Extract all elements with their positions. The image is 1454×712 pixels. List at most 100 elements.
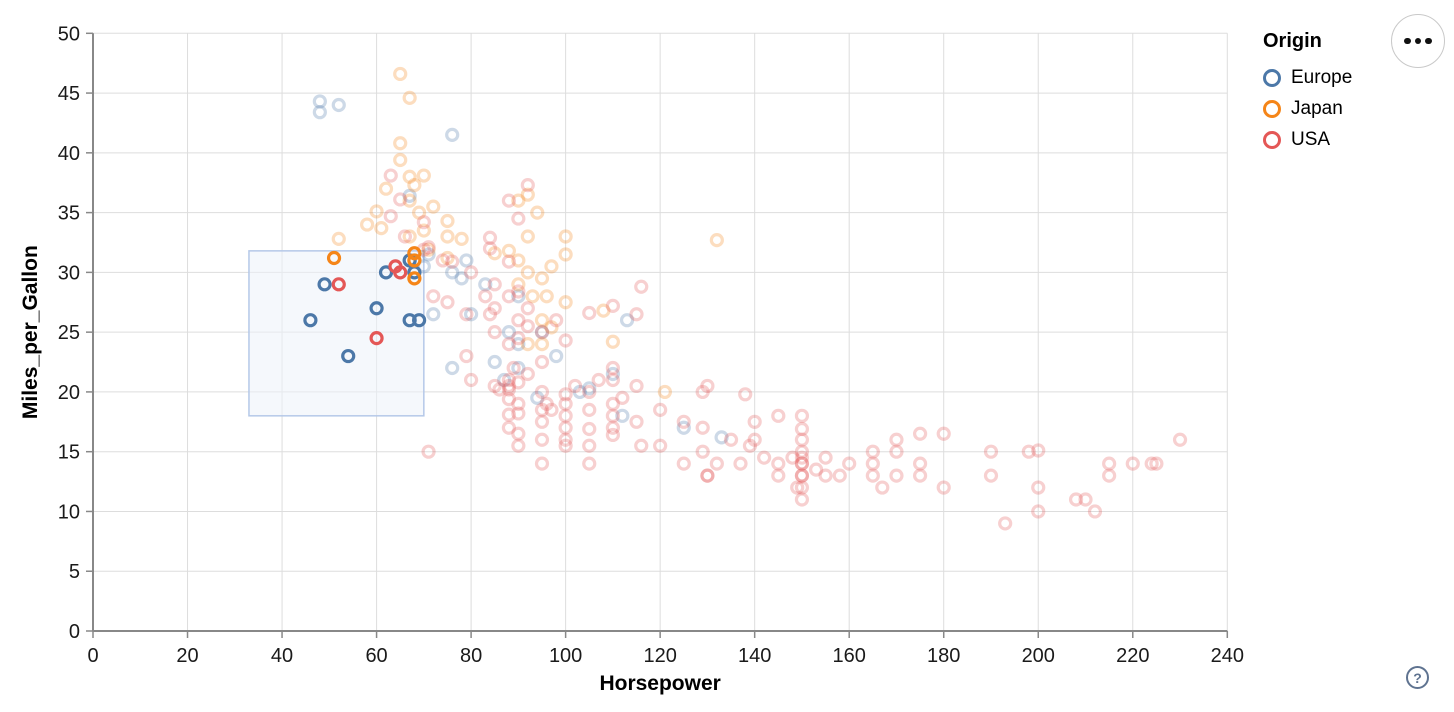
data-point-japan — [520, 337, 535, 352]
data-point-usa — [818, 450, 833, 465]
data-point-europe — [582, 381, 597, 396]
data-point-usa — [889, 432, 904, 447]
data-point-usa — [393, 192, 408, 207]
data-point-usa — [501, 407, 517, 422]
data-point-usa — [421, 444, 436, 459]
data-point-japan — [520, 265, 535, 280]
data-point-usa — [1021, 444, 1036, 459]
data-point-usa — [549, 313, 564, 328]
data-point-usa — [757, 450, 772, 465]
tick-label: 50 — [58, 23, 80, 45]
tick-label: 20 — [176, 645, 198, 667]
data-point-europe — [487, 354, 502, 370]
data-point-europe — [478, 277, 493, 292]
data-point-usa — [634, 438, 649, 453]
data-point-japan — [331, 231, 346, 247]
data-point-usa — [539, 396, 554, 411]
data-point-usa — [487, 277, 502, 292]
data-point-usa — [397, 229, 413, 244]
data-point-usa — [653, 402, 668, 417]
data-point-usa — [492, 382, 507, 397]
data-point-japan — [440, 229, 455, 244]
tick-label: 0 — [87, 645, 98, 667]
data-point-usa — [501, 382, 517, 397]
data-point-usa — [875, 480, 890, 495]
data-point-japan — [534, 271, 550, 286]
data-point-usa — [1087, 504, 1103, 519]
data-point-japan — [511, 193, 526, 208]
data-point-usa — [487, 325, 502, 340]
axis-title: Miles_per_Gallon — [19, 245, 42, 419]
data-point-usa — [889, 468, 904, 483]
data-point-usa — [1125, 456, 1140, 471]
data-point-europe — [445, 127, 460, 143]
data-point-europe — [549, 348, 564, 364]
tick-label: 220 — [1116, 645, 1149, 667]
data-point-usa — [998, 516, 1013, 531]
data-point-usa — [842, 456, 857, 471]
chart-actions-button[interactable] — [1391, 14, 1445, 68]
help-button[interactable]: ? — [1406, 666, 1429, 689]
data-point-usa — [501, 378, 517, 394]
data-point-usa — [794, 468, 810, 483]
data-point-japan — [534, 313, 550, 328]
data-point-europe — [714, 430, 729, 445]
data-point-japan — [407, 253, 422, 268]
tick-label: 120 — [643, 645, 676, 667]
data-point-usa — [464, 265, 479, 280]
data-point-usa — [605, 408, 620, 423]
legend-symbol-icon — [1263, 68, 1281, 87]
data-point-japan — [544, 259, 559, 274]
data-point-europe — [312, 94, 327, 109]
tick-label: 100 — [549, 645, 582, 667]
data-point-usa — [790, 480, 805, 495]
data-point-europe — [416, 259, 431, 274]
data-point-japan — [407, 271, 422, 286]
data-point-japan — [709, 233, 724, 248]
data-point-japan — [454, 231, 469, 247]
data-point-usa — [511, 284, 526, 299]
data-point-usa — [733, 456, 748, 471]
data-point-usa — [1144, 456, 1159, 471]
data-point-usa — [794, 432, 810, 447]
data-point-usa — [936, 480, 951, 495]
tick-label: 20 — [58, 382, 80, 404]
data-point-japan — [393, 66, 408, 82]
data-point-usa — [534, 354, 550, 370]
data-point-usa — [865, 456, 880, 471]
data-point-usa — [794, 444, 810, 459]
legend-label: Europe — [1291, 66, 1353, 88]
data-point-usa — [582, 402, 597, 417]
data-point-usa — [1149, 456, 1164, 471]
data-point-europe — [464, 307, 479, 322]
legend-items: Europe Japan USA — [1263, 62, 1352, 155]
data-point-usa — [520, 319, 535, 334]
data-point-usa — [435, 253, 450, 268]
data-point-usa — [511, 211, 526, 226]
data-point-usa — [1102, 456, 1117, 471]
data-point-europe — [421, 247, 436, 262]
data-point-usa — [709, 456, 724, 471]
data-point-europe — [497, 372, 512, 388]
data-point-europe — [303, 313, 318, 328]
tick-label: 30 — [58, 262, 80, 284]
tick-label: 160 — [833, 645, 866, 667]
data-point-europe — [619, 313, 635, 328]
data-point-japan — [657, 384, 672, 400]
data-point-usa — [605, 372, 620, 388]
data-point-usa — [794, 480, 810, 495]
data-point-europe — [572, 384, 587, 400]
data-point-usa — [501, 289, 517, 304]
data-point-usa — [558, 432, 573, 447]
data-point-japan — [412, 205, 427, 220]
data-point-japan — [440, 213, 455, 229]
data-point-usa — [558, 333, 573, 348]
data-point-usa — [416, 215, 431, 230]
data-point-usa — [558, 408, 573, 423]
data-point-usa — [582, 438, 597, 453]
data-point-usa — [534, 414, 550, 429]
data-point-usa — [331, 277, 346, 292]
tick-label: 10 — [58, 501, 80, 523]
legend-label: Japan — [1291, 97, 1343, 119]
